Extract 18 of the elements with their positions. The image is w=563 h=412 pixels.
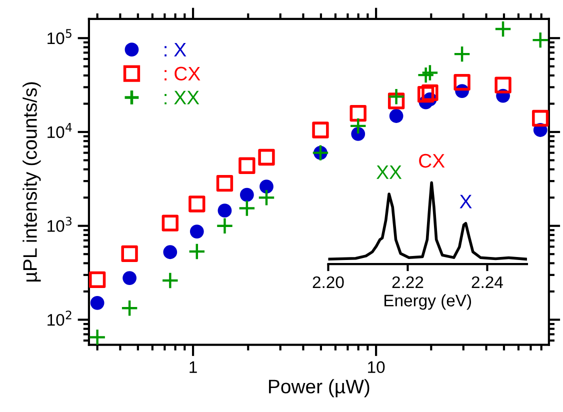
x-tick-label: 2.24 [472, 276, 503, 288]
y-tick-label: 10$^{3}$ [48, 216, 72, 232]
legend-label: : X [164, 43, 186, 56]
x-tick-label: 1 [190, 361, 197, 373]
legend-label: : CX [164, 66, 200, 81]
x-tick-label: 2.20 [312, 276, 344, 288]
x-tick-label: 2.22 [392, 276, 424, 288]
annotation: CX [419, 154, 445, 168]
y-tick-label: 10$^{4}$ [48, 123, 72, 138]
annotation: X [460, 194, 472, 208]
x-axis-title: Power (µW) [269, 379, 370, 398]
y-axis-title: µPL intensity (counts/s) [22, 82, 41, 282]
annotation: XX [376, 166, 402, 179]
y-tick-label: 10$^{2}$ [48, 310, 72, 326]
y-tick-label: 10$^{5}$ [48, 29, 72, 44]
legend-label: : XX [164, 90, 200, 104]
x-axis-title: Energy (eV) [384, 294, 472, 310]
x-tick-label: 10 [368, 361, 385, 374]
